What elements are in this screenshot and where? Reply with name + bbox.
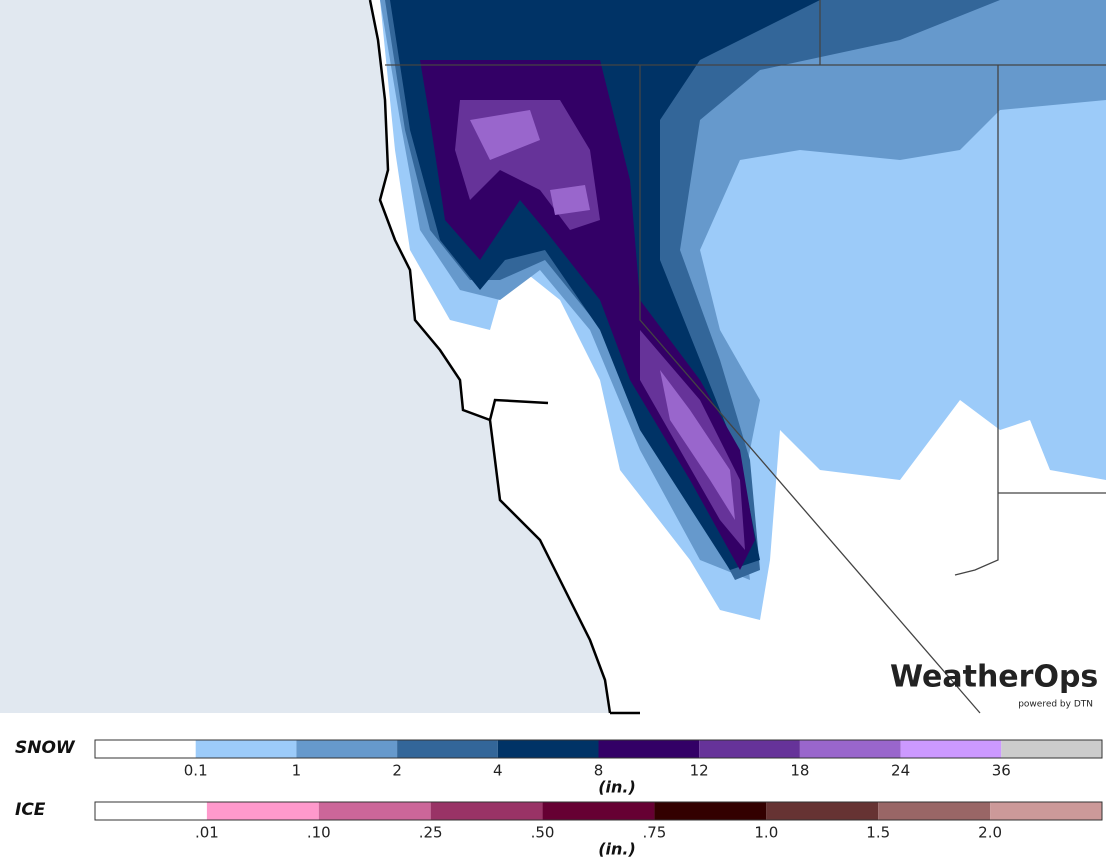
legend-label: 4	[493, 762, 503, 780]
state-borders	[385, 0, 1106, 714]
legend-label: 2.0	[978, 824, 1002, 842]
map: WeatherOps powered by DTN	[0, 0, 1106, 715]
legend-unit: (in.)	[598, 840, 636, 859]
logo-name: WeatherOps	[890, 660, 1098, 695]
legend-swatch	[1001, 740, 1102, 758]
legend-swatch	[878, 802, 991, 820]
legend-label: .75	[643, 824, 667, 842]
legend-label: .50	[531, 824, 555, 842]
legend-frame	[94, 801, 1103, 821]
legend-label: .01	[195, 824, 219, 842]
legend-swatch	[766, 802, 879, 820]
legend-swatch	[990, 802, 1102, 820]
coastline	[368, 0, 640, 715]
legend-swatch	[900, 740, 1002, 758]
legend-swatch	[95, 740, 196, 758]
legend-label: .25	[419, 824, 443, 842]
legend-label: 36	[992, 762, 1011, 780]
legend-label: 1.5	[866, 824, 890, 842]
legend-label: 2	[392, 762, 402, 780]
legend-swatch	[654, 802, 767, 820]
logo-tagline: powered by DTN	[1018, 700, 1093, 710]
legend-swatch	[542, 802, 655, 820]
legend-title: SNOW	[15, 738, 76, 758]
legend-label: 12	[690, 762, 709, 780]
legend-label: 1	[292, 762, 302, 780]
legend-label: 1.0	[754, 824, 778, 842]
legend-swatch	[497, 740, 599, 758]
legend-swatch	[318, 802, 431, 820]
legend-label: .10	[307, 824, 331, 842]
legend-swatch	[95, 802, 207, 820]
legend-swatch	[598, 740, 700, 758]
legend-unit: (in.)	[598, 778, 636, 797]
legend-swatch	[206, 802, 319, 820]
legend-swatch	[397, 740, 498, 758]
legend-swatch	[195, 740, 297, 758]
snow-purple	[420, 60, 755, 570]
legend-frame	[94, 739, 1103, 759]
legend-label: 0.1	[184, 762, 208, 780]
legend-label: 8	[594, 762, 604, 780]
legend-swatch	[430, 802, 543, 820]
legend-swatch	[296, 740, 398, 758]
legend-swatch	[799, 740, 901, 758]
legend-label: 24	[891, 762, 910, 780]
legend-swatch	[699, 740, 800, 758]
legend-label: 18	[790, 762, 809, 780]
legend-title: ICE	[15, 800, 46, 820]
snow-lilac	[470, 110, 735, 520]
